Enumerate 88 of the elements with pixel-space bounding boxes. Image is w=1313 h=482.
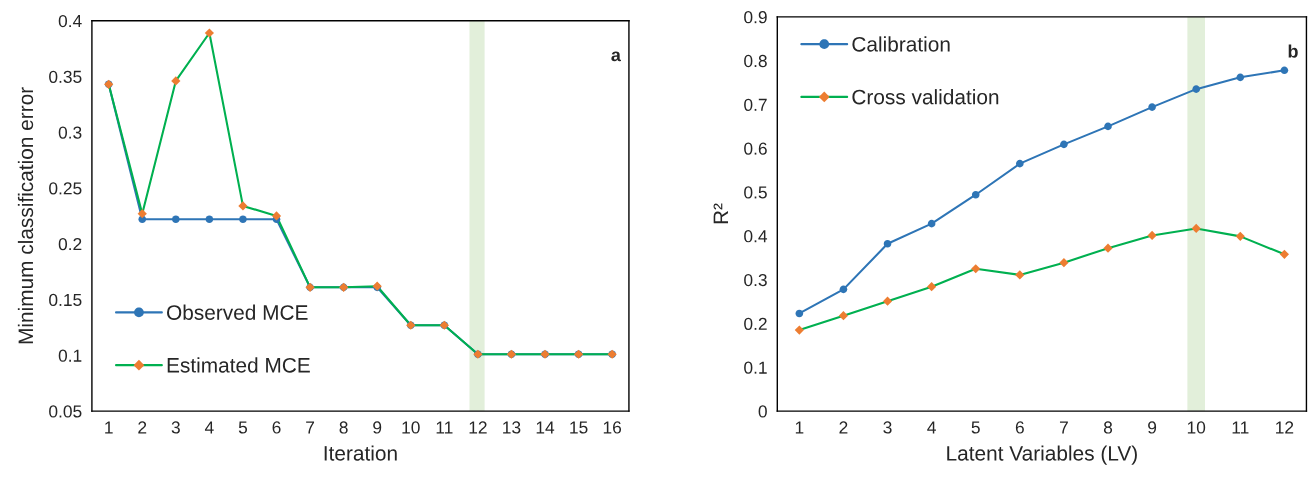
x-axis-title: Latent Variables (LV) bbox=[947, 445, 1137, 465]
point bbox=[794, 325, 804, 335]
y-tick-label: 0.4 bbox=[744, 230, 768, 243]
point bbox=[971, 264, 981, 274]
point bbox=[238, 201, 248, 211]
y-axis-title: R² bbox=[713, 203, 729, 224]
y-tick-label: 0 bbox=[758, 405, 767, 418]
point bbox=[1103, 243, 1113, 253]
point bbox=[239, 215, 247, 224]
y-tick-label: 0.1 bbox=[744, 361, 767, 374]
x-axis-title: Iteration bbox=[324, 445, 397, 461]
point bbox=[1147, 230, 1157, 241]
point bbox=[839, 285, 848, 294]
point bbox=[927, 219, 936, 228]
x-tick-label: 3 bbox=[883, 421, 892, 434]
point bbox=[137, 209, 147, 219]
x-tick-label: 10 bbox=[402, 421, 420, 434]
x-tick-label: 11 bbox=[436, 421, 453, 434]
point bbox=[1191, 223, 1201, 234]
y-tick-label: 0.8 bbox=[744, 54, 767, 68]
point bbox=[838, 311, 849, 321]
x-tick-label: 12 bbox=[469, 421, 487, 434]
point bbox=[271, 211, 282, 221]
point bbox=[1060, 140, 1068, 149]
point bbox=[1015, 270, 1025, 280]
y-axis-title: Minimum classification error bbox=[17, 87, 34, 344]
point bbox=[1236, 73, 1245, 82]
x-tick-label: 16 bbox=[603, 421, 622, 434]
y-tick-label: 0.9 bbox=[744, 11, 767, 24]
point bbox=[1280, 66, 1289, 75]
x-tick-label: 9 bbox=[373, 421, 382, 434]
point bbox=[1148, 103, 1156, 111]
x-tick-label: 3 bbox=[171, 421, 180, 434]
y-tick-label: 0.3 bbox=[58, 126, 82, 139]
x-tick-label: 2 bbox=[138, 421, 147, 434]
y-tick-label: 0.25 bbox=[49, 182, 82, 195]
x-tick-label: 8 bbox=[1103, 421, 1113, 434]
point bbox=[172, 215, 180, 224]
legend-label: Observed MCE bbox=[167, 304, 308, 320]
x-tick-label: 7 bbox=[306, 421, 315, 434]
x-tick-label: 15 bbox=[570, 421, 588, 434]
point bbox=[882, 296, 893, 306]
y-tick-label: 0.05 bbox=[49, 405, 82, 418]
y-tick-label: 0.3 bbox=[744, 273, 767, 287]
x-tick-label: 14 bbox=[536, 421, 555, 434]
x-tick-label: 1 bbox=[795, 421, 804, 434]
y-tick-label: 0.7 bbox=[744, 98, 767, 111]
point bbox=[927, 282, 937, 292]
x-tick-label: 4 bbox=[927, 421, 936, 434]
annotation: b bbox=[1288, 44, 1298, 58]
y-tick-label: 0.4 bbox=[58, 14, 82, 28]
point bbox=[883, 239, 892, 248]
point bbox=[1192, 85, 1200, 93]
x-tick-label: 7 bbox=[1059, 421, 1068, 434]
y-tick-label: 0.1 bbox=[58, 349, 82, 362]
x-tick-label: 10 bbox=[1187, 421, 1206, 434]
point bbox=[971, 190, 980, 199]
x-tick-label: 8 bbox=[339, 421, 348, 434]
x-tick-label: 12 bbox=[1276, 421, 1294, 434]
annotation: a bbox=[611, 51, 621, 62]
x-tick-label: 5 bbox=[238, 421, 248, 434]
y-tick-label: 0.2 bbox=[744, 317, 767, 330]
legend-label: Calibration bbox=[852, 36, 950, 52]
x-tick-label: 4 bbox=[204, 421, 214, 434]
y-tick-label: 0.35 bbox=[49, 70, 82, 83]
point bbox=[1059, 258, 1069, 268]
point bbox=[1104, 122, 1112, 131]
x-tick-label: 6 bbox=[1015, 421, 1024, 434]
y-tick-label: 0.5 bbox=[744, 186, 767, 199]
point bbox=[1279, 249, 1289, 259]
legend-label: Cross validation bbox=[852, 89, 999, 105]
legend-label: Estimated MCE bbox=[167, 357, 310, 373]
y-tick-label: 0.6 bbox=[744, 142, 767, 155]
point bbox=[1016, 159, 1024, 168]
x-tick-label: 13 bbox=[503, 421, 521, 434]
x-tick-label: 11 bbox=[1232, 421, 1249, 434]
y-tick-label: 0.2 bbox=[58, 237, 82, 251]
x-tick-label: 6 bbox=[272, 421, 281, 434]
point bbox=[205, 215, 214, 224]
x-tick-label: 9 bbox=[1148, 421, 1157, 434]
x-tick-label: 2 bbox=[839, 421, 848, 434]
y-tick-label: 0.15 bbox=[49, 293, 82, 307]
x-tick-label: 1 bbox=[105, 421, 113, 434]
point bbox=[171, 76, 181, 86]
point bbox=[795, 309, 804, 318]
point bbox=[1235, 231, 1245, 241]
x-tick-label: 5 bbox=[971, 421, 980, 434]
point bbox=[204, 28, 214, 38]
